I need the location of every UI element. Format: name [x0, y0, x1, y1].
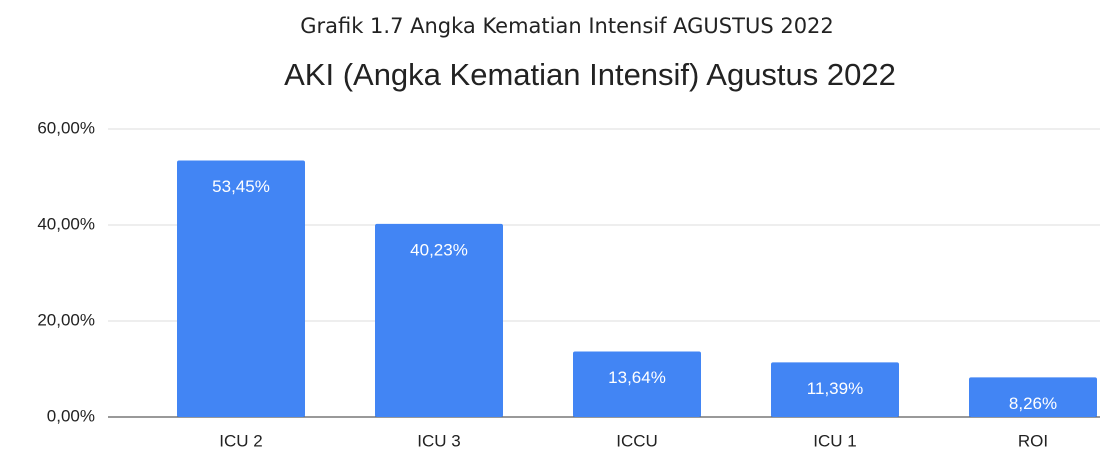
bar	[771, 362, 899, 417]
x-tick-label: ICU 1	[813, 431, 856, 450]
chart-title: AKI (Angka Kematian Intensif) Agustus 20…	[284, 57, 896, 92]
data-label: 40,23%	[410, 240, 468, 259]
y-tick-label: 20,00%	[37, 310, 95, 329]
bar	[573, 351, 701, 417]
y-tick-label: 40,00%	[37, 214, 95, 233]
y-tick-label: 60,00%	[37, 118, 95, 137]
x-tick-label: ROI	[1018, 431, 1048, 450]
bar	[969, 377, 1097, 417]
bar	[375, 223, 503, 417]
chart-caption: Grafik 1.7 Angka Kematian Intensif AGUST…	[300, 14, 834, 38]
x-tick-label: ICU 2	[219, 431, 262, 450]
x-tick-label: ICU 3	[417, 431, 460, 450]
bar	[177, 160, 305, 417]
data-label: 11,39%	[807, 379, 863, 398]
data-label: 8,26%	[1009, 394, 1057, 413]
data-label: 53,45%	[212, 177, 270, 196]
y-tick-label: 0,00%	[47, 406, 95, 425]
data-label: 13,64%	[608, 368, 666, 387]
x-tick-label: ICCU	[616, 431, 658, 450]
